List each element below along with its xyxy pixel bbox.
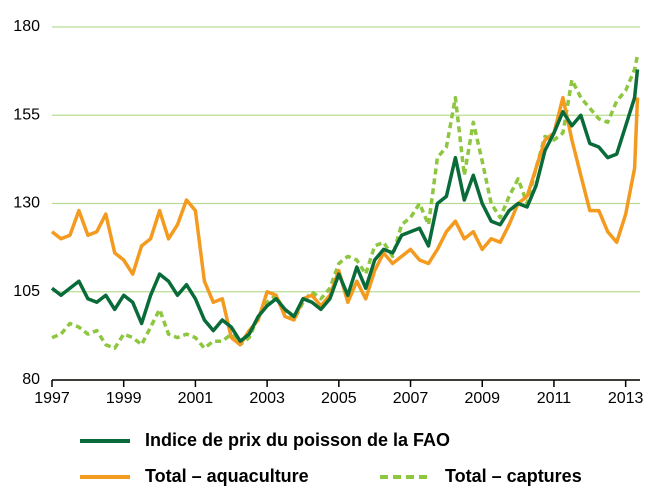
series-line	[51, 54, 640, 350]
x-tick-label: 1997	[34, 390, 70, 407]
series-line	[50, 69, 640, 343]
x-tick-label: 2011	[537, 390, 572, 407]
series-line	[50, 95, 640, 347]
legend-label: Total – captures	[445, 466, 582, 486]
y-tick-label: 105	[13, 283, 40, 300]
x-tick-label: 1999	[106, 390, 142, 407]
x-tick-label: 2007	[393, 390, 429, 407]
x-tick-label: 2013	[608, 390, 644, 407]
x-tick-label: 2001	[178, 390, 214, 407]
y-tick-label: 180	[13, 18, 40, 35]
legend-label: Total – aquaculture	[145, 466, 309, 486]
legend-label: Indice de prix du poisson de la FAO	[145, 430, 450, 450]
y-tick-label: 155	[13, 106, 40, 123]
x-tick-label: 2005	[321, 390, 357, 407]
y-tick-label: 130	[13, 195, 40, 212]
y-tick-label: 80	[22, 371, 40, 388]
x-tick-label: 2003	[249, 390, 285, 407]
x-tick-label: 2009	[464, 390, 500, 407]
